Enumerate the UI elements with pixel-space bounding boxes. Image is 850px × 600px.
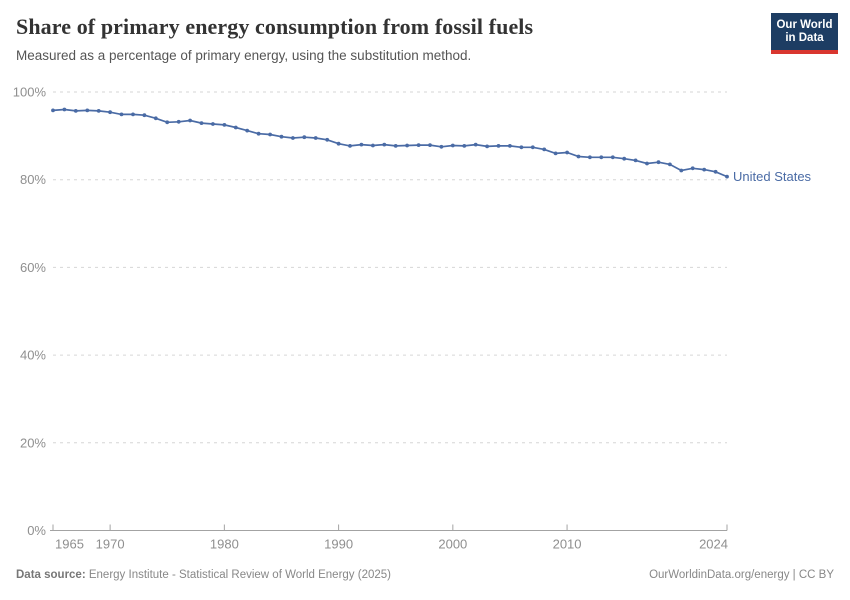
data-point-2006[interactable] — [519, 145, 524, 150]
data-point-1967[interactable] — [73, 109, 78, 113]
data-point-1980[interactable] — [222, 123, 227, 127]
y-tick-label-20%: 20% — [20, 435, 46, 450]
data-point-1987[interactable] — [302, 135, 307, 140]
owid-logo: Our World in Data — [771, 13, 838, 54]
data-point-1994[interactable] — [382, 142, 387, 147]
data-point-2009[interactable] — [553, 151, 558, 156]
data-point-1975[interactable] — [165, 120, 170, 125]
data-point-2003[interactable] — [485, 144, 489, 149]
data-source: Data source: Energy Institute - Statisti… — [16, 569, 391, 581]
data-point-2018[interactable] — [656, 160, 661, 165]
x-axis-labels: 1965 1970 1980 1990 2000 2010 2024 — [55, 537, 728, 552]
data-point-2014[interactable] — [610, 155, 615, 160]
data-point-1972[interactable] — [131, 112, 135, 117]
y-tick-label-40%: 40% — [20, 348, 46, 363]
data-point-2011[interactable] — [576, 154, 581, 159]
data-point-1984[interactable] — [268, 132, 272, 137]
y-tick-label-0%: 0% — [27, 523, 46, 538]
page-title: Share of primary energy consumption from… — [16, 14, 534, 39]
data-point-1996[interactable] — [405, 143, 409, 148]
series-label[interactable]: United States — [733, 169, 812, 184]
data-points — [51, 107, 729, 179]
chart-subtitle: Measured as a percentage of primary ener… — [16, 48, 472, 63]
data-point-2001[interactable] — [462, 144, 467, 148]
data-point-2017[interactable] — [645, 161, 649, 166]
data-point-2010[interactable] — [565, 150, 569, 155]
data-point-2013[interactable] — [599, 155, 604, 160]
data-point-2022[interactable] — [702, 167, 707, 172]
data-point-1979[interactable] — [211, 122, 215, 126]
x-tick-label-1970: 1970 — [96, 537, 125, 552]
y-tick-label-80%: 80% — [20, 172, 46, 187]
data-point-1988[interactable] — [313, 136, 318, 140]
data-point-1970[interactable] — [108, 110, 112, 115]
data-point-2008[interactable] — [542, 147, 547, 152]
data-point-1999[interactable] — [439, 144, 444, 149]
x-axis — [50, 524, 728, 531]
data-point-1983[interactable] — [256, 131, 261, 136]
data-point-2000[interactable] — [450, 143, 455, 148]
data-point-1966[interactable] — [62, 107, 67, 112]
data-point-1991[interactable] — [348, 144, 352, 148]
data-point-1968[interactable] — [85, 108, 90, 113]
y-tick-label-100%: 100% — [13, 85, 47, 100]
data-point-2021[interactable] — [690, 166, 695, 171]
data-point-2020[interactable] — [679, 168, 684, 173]
x-tick-label-1980: 1980 — [210, 537, 239, 552]
data-point-1974[interactable] — [153, 116, 158, 121]
data-point-1993[interactable] — [371, 143, 375, 148]
data-point-2023[interactable] — [713, 169, 718, 174]
y-tick-label-60%: 60% — [20, 260, 46, 275]
series-line-united-states[interactable] — [52, 108, 728, 178]
data-point-2024[interactable] — [725, 174, 729, 179]
data-point-1998[interactable] — [428, 143, 432, 148]
data-source-label: Data source: — [16, 569, 86, 581]
gridlines — [53, 91, 727, 444]
data-point-1989[interactable] — [325, 137, 330, 142]
logo-line2: in Data — [785, 31, 824, 44]
data-point-1981[interactable] — [233, 125, 238, 130]
license-note[interactable]: OurWorldinData.org/energy | CC BY — [649, 569, 834, 581]
data-source-text: Energy Institute - Statistical Review of… — [85, 569, 391, 581]
data-point-2015[interactable] — [622, 156, 627, 161]
x-tick-label-2024: 2024 — [699, 537, 728, 552]
data-point-1978[interactable] — [199, 121, 204, 125]
data-point-1971[interactable] — [119, 112, 124, 117]
x-tick-label-2000: 2000 — [438, 537, 467, 552]
data-point-2005[interactable] — [508, 144, 512, 148]
logo-line1: Our World — [776, 18, 833, 31]
data-point-2012[interactable] — [588, 155, 592, 160]
x-tick-label-1990: 1990 — [324, 537, 353, 552]
data-point-2002[interactable] — [473, 142, 478, 147]
data-point-1986[interactable] — [291, 136, 295, 140]
data-point-1982[interactable] — [245, 128, 250, 133]
data-point-1976[interactable] — [176, 119, 181, 124]
y-axis-labels: 0% 20% 40% 60% 80% 100% — [13, 85, 47, 539]
data-point-1977[interactable] — [188, 118, 193, 123]
data-point-1997[interactable] — [416, 143, 421, 148]
data-point-2007[interactable] — [530, 145, 535, 150]
x-tick-label-1965: 1965 — [55, 537, 84, 552]
x-tick-label-2010: 2010 — [553, 537, 582, 552]
data-point-1969[interactable] — [96, 109, 101, 113]
data-point-1990[interactable] — [336, 141, 341, 146]
data-point-1973[interactable] — [142, 113, 147, 118]
data-point-1992[interactable] — [359, 142, 364, 147]
data-point-1985[interactable] — [279, 134, 284, 139]
data-point-2004[interactable] — [496, 144, 501, 148]
data-point-2016[interactable] — [633, 158, 638, 163]
data-point-1995[interactable] — [393, 144, 398, 148]
data-point-1965[interactable] — [51, 108, 55, 113]
data-point-2019[interactable] — [668, 162, 672, 167]
